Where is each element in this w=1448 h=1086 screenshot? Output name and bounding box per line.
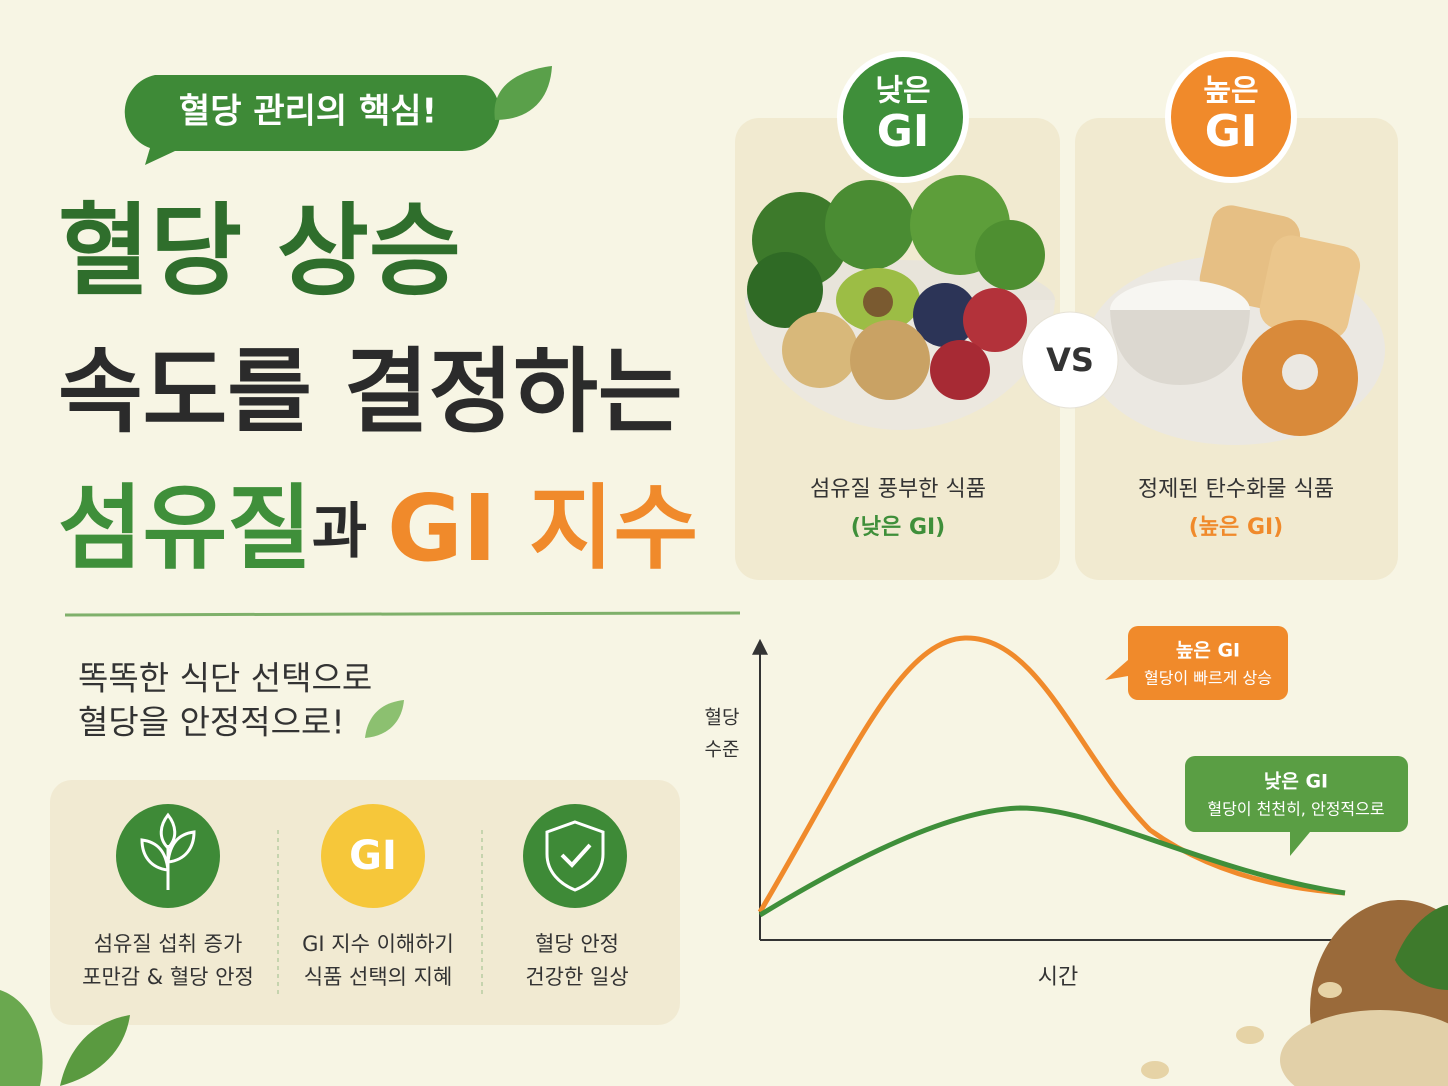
illustration-shape: [124, 75, 500, 165]
feature-caption: 섬유질 섭취 증가: [94, 932, 243, 956]
y-axis-label: 수준: [705, 739, 740, 761]
decoration: [0, 900, 1448, 1086]
y-axis-label: 혈당: [705, 707, 740, 729]
callout-text: 혈당이 천천히, 안정적으로: [1207, 800, 1384, 819]
illustration-shape: [1236, 1026, 1264, 1044]
feature-icon-text: GI: [349, 833, 397, 879]
illustration-shape: [1280, 1010, 1448, 1086]
illustration-shape: [930, 340, 990, 400]
title-line3: 섬유질과 GI 지수: [58, 475, 698, 582]
badge-text: 낮은: [875, 74, 930, 109]
high-gi-callout: [1105, 626, 1288, 700]
subtitle-line: 똑똑한 식단 선택으로: [78, 659, 372, 698]
illustration-shape: [1282, 354, 1318, 390]
leaf: [365, 700, 404, 738]
feature-caption: GI 지수 이해하기: [302, 932, 454, 956]
divider: [64, 611, 741, 617]
glucose-graph: [752, 626, 1408, 948]
feature-caption: 포만감 & 혈당 안정: [82, 965, 254, 989]
illustration-shape: [1141, 1061, 1169, 1079]
title-line2: 속도를 결정하는: [58, 338, 683, 445]
illustration-shape: [1395, 905, 1448, 990]
high-gi-badge: [1171, 57, 1291, 177]
low-gi-badge: [843, 57, 963, 177]
callout-text: 혈당이 빠르게 상승: [1144, 669, 1272, 688]
high-gi-curve: [757, 635, 1346, 914]
low-gi-callout: [1185, 756, 1408, 856]
x-axis-label: 시간: [1038, 965, 1078, 990]
feature-caption: 혈당 안정: [535, 932, 619, 956]
illustration-shape: [0, 990, 43, 1086]
vs-circle: [1021, 311, 1119, 409]
callout-title: 낮은 GI: [1264, 771, 1328, 793]
callout-title: 높은 GI: [1176, 640, 1240, 662]
illustration-shape: [60, 1015, 130, 1086]
illustration-shape: [1110, 310, 1250, 385]
leaf: [494, 66, 552, 120]
badge: 혈당 관리의 핵심!: [124, 66, 552, 165]
feature-caption: 건강한 일상: [525, 965, 628, 989]
vs-text: VS: [1046, 341, 1094, 379]
illustration-shape: [545, 820, 605, 892]
illustration-shape: [140, 812, 196, 890]
illustration-shape: [975, 220, 1045, 290]
food-caption: 섬유질 풍부한 식품: [810, 477, 986, 502]
illustration-shape: [863, 287, 893, 317]
badge-text: 혈당 관리의 핵심!: [179, 92, 437, 132]
illustration-shape: [850, 320, 930, 400]
illustration-shape: [782, 312, 858, 388]
feature-icon: [321, 804, 425, 908]
illustration-shape: [825, 180, 915, 270]
subtitle-line: 혈당을 안정적으로!: [78, 703, 345, 742]
illustration-shape: [913, 283, 977, 347]
feature-icon: [523, 804, 627, 908]
food-caption: 정제된 탄수화물 식품: [1138, 477, 1334, 502]
badge-text: 높은: [1203, 74, 1258, 109]
badge-text: GI: [877, 106, 930, 157]
title-line1: 혈당 상승: [58, 192, 461, 309]
high-gi-food: [1085, 205, 1385, 445]
illustration-shape: [963, 288, 1027, 352]
title-and: 과: [312, 497, 367, 567]
title-gi: GI 지수: [387, 475, 698, 582]
title-fiber: 섬유질: [58, 475, 312, 582]
feature-panel: GI: [50, 780, 680, 1025]
illustration-shape: [1259, 235, 1361, 340]
feature-caption: 식품 선택의 지혜: [304, 965, 453, 989]
illustration-shape: [747, 252, 823, 328]
food-note: (낮은 GI): [851, 515, 946, 540]
illustration-shape: [560, 843, 592, 868]
low-gi-curve: [758, 805, 1346, 918]
badge-text: GI: [1205, 106, 1258, 157]
low-gi-food: [745, 175, 1055, 430]
food-note: (높은 GI): [1189, 515, 1284, 540]
illustration-shape: [1318, 982, 1342, 998]
